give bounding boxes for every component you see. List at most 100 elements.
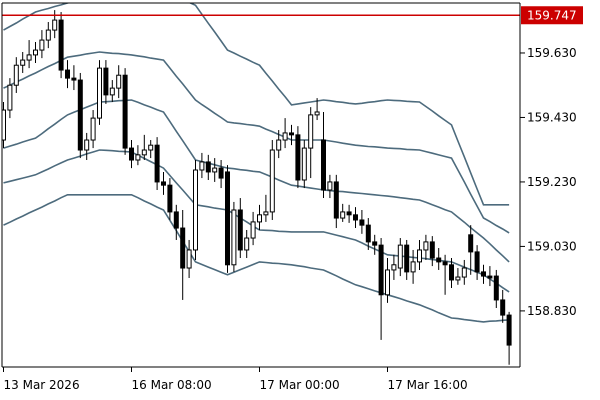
candle-body [199,161,205,171]
candle-body [410,261,416,273]
candle-body [289,132,294,136]
candle-body [77,79,83,151]
candle-body [244,237,250,251]
band-line [3,51,510,234]
candle-body [257,214,262,223]
candle-body [378,244,384,296]
candle-body [314,111,320,116]
band-line [3,194,510,323]
candle-body [263,211,269,216]
candle-body [193,169,198,251]
candle-body [295,134,301,181]
candle-body [212,167,218,173]
band-line [3,149,510,293]
candle-body [154,144,160,183]
candle-body [493,275,499,301]
x-tick-label: 16 Mar 08:00 [132,378,212,392]
candle-body [500,299,506,316]
candle-body [423,241,429,251]
candle-body [84,139,90,151]
candle-body [180,227,186,269]
candle-body [346,211,352,216]
candle-body [33,49,38,56]
candle-body [365,224,371,243]
candle-body [26,54,32,61]
candle-body [417,249,422,263]
candle-body [148,144,154,151]
candle-body [276,139,282,151]
candle-body [455,276,461,281]
candle-body [442,261,448,266]
candle-body [461,267,467,278]
candle-body [353,214,358,221]
candle-body [429,241,435,259]
candle-body [103,67,109,96]
band-line [3,99,510,263]
candle-body [468,234,474,253]
candle-body [161,181,166,186]
candle-body [13,64,19,86]
candle-body [71,77,77,81]
candle-body [109,87,115,96]
candle-body [122,74,128,149]
candle-body [481,271,486,277]
candle-body [65,69,70,79]
candle-body [397,244,403,269]
candle-body [449,264,454,281]
candle-body [321,139,326,191]
candle-body [90,117,96,141]
candle-body [58,19,64,71]
candle-body [218,167,224,179]
x-tick-label: 17 Mar 00:00 [260,378,340,392]
candle-body [167,184,173,213]
y-tick-label: 159.430 [527,110,577,124]
candle-body [231,209,237,266]
candle-body [327,181,333,191]
candle-body [52,19,58,31]
candle-body [404,244,410,273]
candle-body [385,269,390,296]
plot-area [2,3,520,365]
candle-body [173,211,179,229]
candle-body [487,275,493,279]
candle-body [359,219,365,226]
candle-body [506,314,512,346]
candle-body [225,171,230,266]
candle-body [116,74,122,89]
candle-body [474,251,480,273]
candle-body [141,149,147,156]
candle-body [97,67,102,119]
x-tick-label: 13 Mar 2026 [4,378,80,392]
candle-body [308,114,314,149]
candle-body [7,84,13,111]
candle-body [20,59,26,66]
y-tick-label: 159.030 [527,239,577,253]
y-tick-label: 158.830 [527,304,577,318]
candle-body [282,132,288,141]
candle-body [340,211,346,219]
candle-body [436,257,442,263]
y-tick-label: 159.630 [527,46,577,60]
candle-body [39,39,45,51]
candle-body [301,147,307,181]
candle-body [135,154,141,161]
candle-body [250,221,256,239]
candle-body [205,161,211,173]
candle-body [129,147,134,161]
y-tick-label: 159.230 [527,175,577,189]
candle-body [45,29,51,41]
candle-body [186,249,192,269]
candle-body [2,109,6,141]
candle-body [372,241,378,246]
axes: 159.630 159.430 159.230 159.030 158.830 13 Ma… [1,2,583,392]
price-label: 159.747 [527,8,577,22]
x-tick-label: 17 Mar 16:00 [388,378,468,392]
candle-body [333,181,339,219]
candle-body [237,209,243,251]
candle-body [269,149,275,213]
band-line [3,3,510,206]
candle-body [391,264,397,271]
price-label-box [521,6,583,25]
